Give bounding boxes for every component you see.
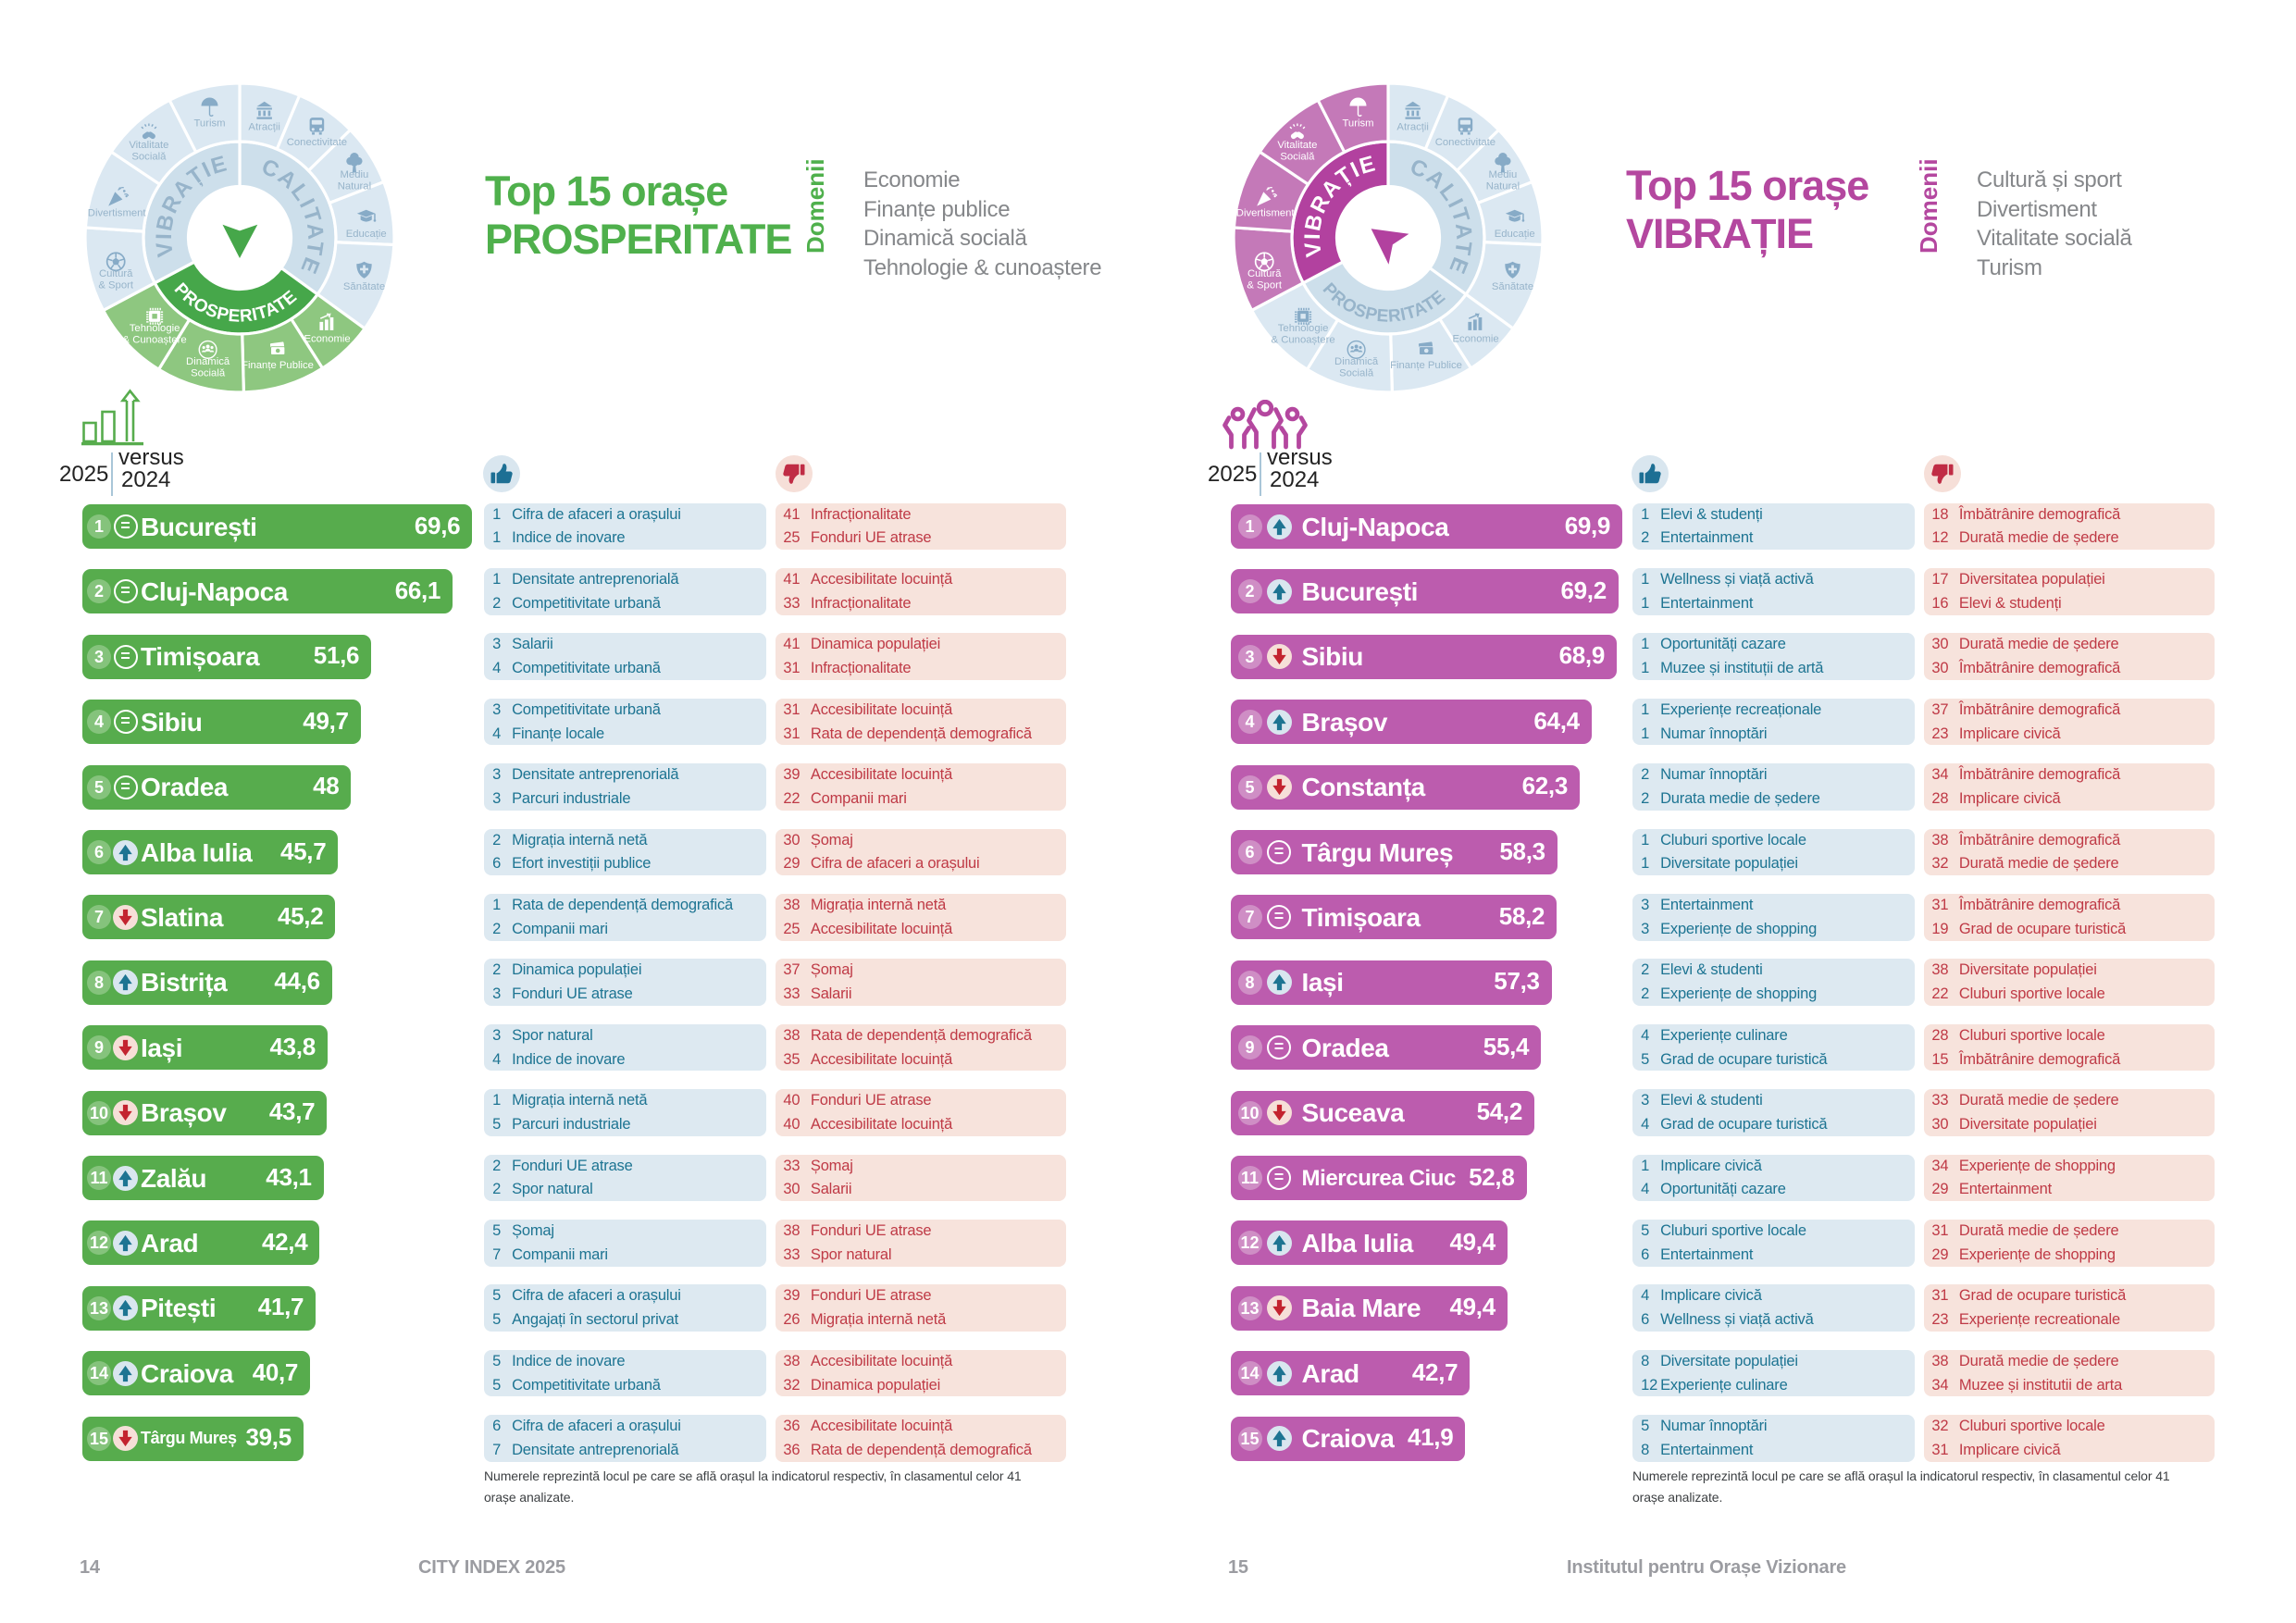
svg-text:Tehnologie& Cunoaștere: Tehnologie & Cunoaștere — [1271, 322, 1334, 345]
svg-text:Educație: Educație — [1494, 228, 1534, 239]
svg-text:Cultură& Sport: Cultură & Sport — [1247, 267, 1283, 291]
svg-text:Tehnologie& Cunoaștere: Tehnologie & Cunoaștere — [122, 322, 186, 345]
svg-text:Divertisment: Divertisment — [87, 207, 146, 218]
svg-text:Finanțe Publice: Finanțe Publice — [242, 359, 314, 370]
svg-text:Conectivitate: Conectivitate — [1434, 137, 1495, 148]
svg-text:Finanțe Publice: Finanțe Publice — [1390, 359, 1462, 370]
svg-text:Educație: Educație — [345, 228, 386, 239]
svg-text:Atracții: Atracții — [248, 121, 280, 132]
svg-text:Atracții: Atracții — [1396, 121, 1429, 132]
svg-text:Sănătate: Sănătate — [1491, 280, 1533, 291]
svg-text:Turism: Turism — [193, 118, 225, 129]
svg-text:Divertisment: Divertisment — [1235, 207, 1295, 218]
svg-text:Sănătate: Sănătate — [342, 280, 384, 291]
svg-text:Economie: Economie — [304, 333, 350, 344]
svg-text:Turism: Turism — [1342, 118, 1373, 129]
svg-text:Economie: Economie — [1452, 333, 1498, 344]
svg-text:Conectivitate: Conectivitate — [286, 137, 346, 148]
svg-text:Cultură& Sport: Cultură & Sport — [98, 267, 134, 291]
